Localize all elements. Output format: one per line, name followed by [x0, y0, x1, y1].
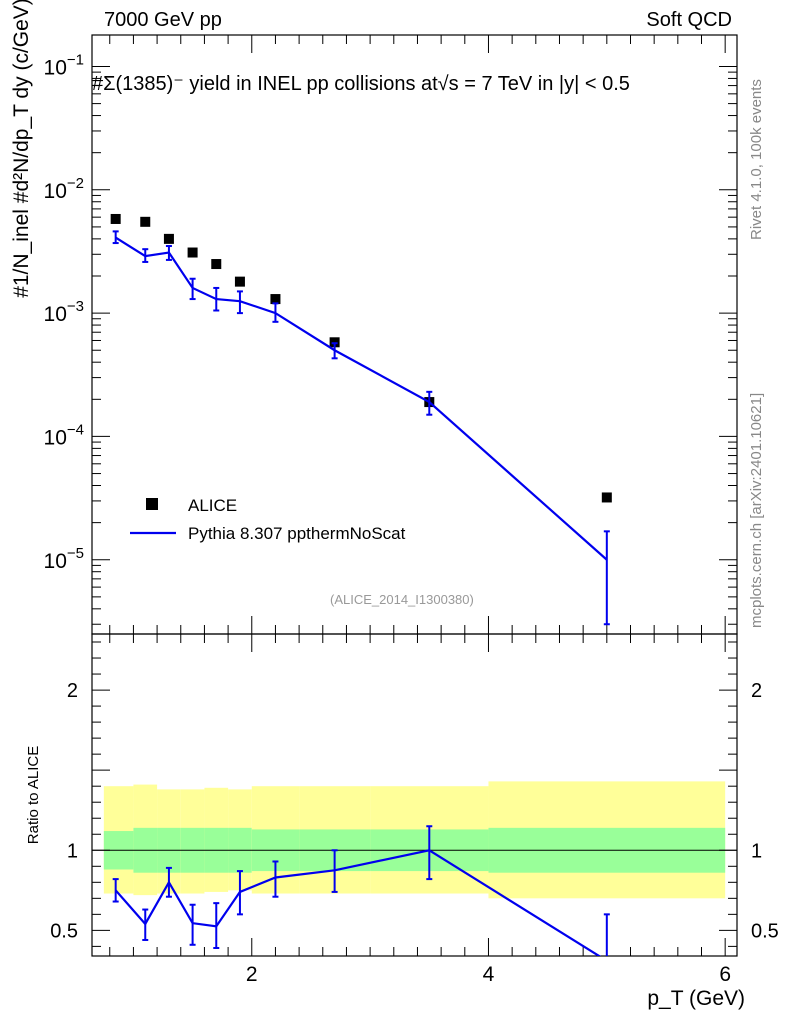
ratio-y-tick-label-right: 2 [751, 680, 762, 702]
ratio-uncertainty-bands [92, 781, 737, 899]
ratio-y-tick-label-right: 0.5 [751, 920, 779, 942]
mcplots-label: mcplots.cern.ch [arXiv:2401.10621] [748, 392, 765, 628]
header-energy: 7000 GeV pp [104, 9, 222, 31]
ratio-y-tick-label: 2 [67, 680, 78, 702]
legend-alice-label: ALICE [188, 496, 237, 515]
main-y-axis-label: #1/N_inel #d²N/dp_T dy (c/GeV) [10, 0, 33, 298]
header-category: Soft QCD [646, 9, 732, 31]
y-tick-label: 10−5 [44, 545, 84, 573]
axis-tick-labels: 2 4 6 10−5 10−4 10−3 10−2 10−1 0.5 0.5 1 1 2 2 [44, 51, 779, 986]
y-tick-label: 10−1 [44, 51, 84, 79]
alice-data-point [110, 213, 121, 224]
y-tick-label: 10−2 [44, 175, 84, 203]
data-series [110, 213, 612, 956]
plot-title: #Σ(1385)⁻ yield in INEL pp collisions at… [92, 73, 630, 95]
ratio-line [114, 849, 602, 956]
legend-pythia-label: Pythia 8.307 ppthermNoScat [188, 524, 406, 543]
legend-alice-marker [146, 498, 158, 510]
ratio-y-axis-label: Ratio to ALICE [25, 746, 42, 844]
ratio-y-tick-label-right: 1 [751, 840, 762, 862]
plot-frames [91, 34, 738, 957]
ratio-y-tick-label: 1 [67, 840, 78, 862]
ratio-y-tick-label: 0.5 [50, 920, 78, 942]
alice-data-point [270, 294, 281, 305]
y-tick-label: 10−4 [44, 421, 84, 449]
axis-ticks [92, 35, 737, 956]
alice-data-point [140, 216, 151, 227]
alice-data-point [163, 233, 174, 244]
main-y-axis-label-text: #1/N_inel #d²N/dp_T dy (c/GeV) [10, 0, 33, 298]
y-tick-label: 10−3 [44, 298, 84, 326]
x-tick-label: 2 [246, 963, 258, 986]
alice-data-point [601, 492, 612, 503]
x-tick-label: 6 [719, 963, 731, 986]
alice-data-point [211, 259, 222, 270]
x-axis-label: p_T (GeV) [647, 987, 745, 1010]
ratio-plot-frame [91, 633, 738, 957]
legend: ALICE Pythia 8.307 ppthermNoScat [130, 496, 406, 543]
alice-data-point [187, 247, 198, 258]
x-tick-label: 4 [483, 963, 495, 986]
alice-data-point [234, 276, 245, 287]
analysis-watermark: (ALICE_2014_I1300380) [330, 592, 474, 607]
ratio-y-axis-label-text: Ratio to ALICE [25, 746, 42, 844]
pythia-line [115, 236, 608, 561]
rivet-label: Rivet 4.1.0, 100k events [748, 79, 765, 240]
main-plot-frame [91, 34, 738, 635]
ratio-series [112, 825, 610, 956]
